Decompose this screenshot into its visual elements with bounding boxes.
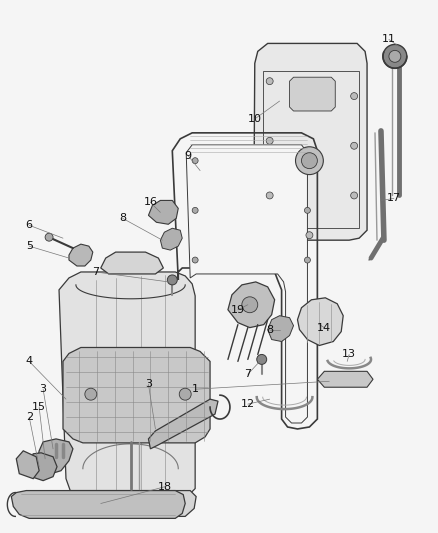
Text: 11: 11 — [382, 35, 396, 44]
Polygon shape — [101, 252, 163, 274]
Polygon shape — [63, 348, 210, 443]
Circle shape — [304, 257, 311, 263]
Text: 8: 8 — [119, 213, 126, 223]
Text: 10: 10 — [248, 114, 262, 124]
Circle shape — [389, 51, 401, 62]
Polygon shape — [59, 272, 195, 498]
Circle shape — [192, 158, 198, 164]
Circle shape — [383, 44, 407, 68]
Polygon shape — [148, 399, 218, 449]
Polygon shape — [297, 298, 343, 345]
Circle shape — [45, 233, 53, 241]
Text: 16: 16 — [143, 197, 157, 207]
Polygon shape — [59, 490, 196, 516]
Circle shape — [85, 388, 97, 400]
Circle shape — [266, 78, 273, 85]
Polygon shape — [290, 77, 335, 111]
Text: 12: 12 — [241, 399, 255, 409]
Circle shape — [167, 275, 177, 285]
Text: 9: 9 — [185, 151, 192, 161]
Text: 6: 6 — [26, 220, 33, 230]
Polygon shape — [268, 316, 293, 342]
Circle shape — [179, 388, 191, 400]
Text: 4: 4 — [26, 357, 33, 366]
Text: 17: 17 — [387, 193, 401, 204]
Text: 19: 19 — [231, 305, 245, 314]
Text: 2: 2 — [26, 412, 33, 422]
Polygon shape — [186, 145, 307, 423]
Text: 13: 13 — [342, 350, 356, 359]
Polygon shape — [160, 228, 182, 250]
Circle shape — [301, 153, 318, 168]
Circle shape — [304, 158, 311, 164]
Circle shape — [351, 93, 357, 100]
Text: 15: 15 — [32, 402, 46, 412]
Circle shape — [351, 192, 357, 199]
Text: 3: 3 — [39, 384, 46, 394]
Circle shape — [266, 138, 273, 144]
Text: 1: 1 — [192, 384, 199, 394]
Circle shape — [306, 232, 313, 239]
Circle shape — [257, 354, 267, 365]
Circle shape — [296, 147, 323, 175]
Text: 5: 5 — [26, 241, 33, 251]
Text: 18: 18 — [158, 482, 173, 491]
Text: 7: 7 — [92, 267, 99, 277]
Text: 7: 7 — [244, 369, 251, 379]
Text: 3: 3 — [145, 379, 152, 389]
Polygon shape — [37, 439, 73, 474]
Text: 14: 14 — [317, 322, 332, 333]
Polygon shape — [69, 244, 93, 266]
Polygon shape — [11, 490, 185, 519]
Polygon shape — [29, 453, 57, 481]
Circle shape — [351, 142, 357, 149]
Circle shape — [242, 297, 258, 313]
Polygon shape — [148, 200, 178, 224]
Polygon shape — [254, 43, 367, 240]
Circle shape — [192, 257, 198, 263]
Polygon shape — [16, 451, 39, 479]
Circle shape — [192, 207, 198, 213]
Circle shape — [266, 192, 273, 199]
Polygon shape — [318, 372, 373, 387]
Circle shape — [304, 207, 311, 213]
Polygon shape — [228, 282, 275, 328]
Text: 8: 8 — [266, 325, 273, 335]
